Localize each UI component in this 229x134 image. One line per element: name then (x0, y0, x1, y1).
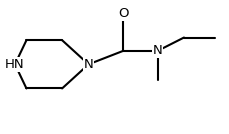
Text: N: N (83, 58, 93, 71)
Text: HN: HN (5, 58, 25, 71)
Text: O: O (117, 7, 128, 20)
Text: N: N (152, 44, 162, 57)
